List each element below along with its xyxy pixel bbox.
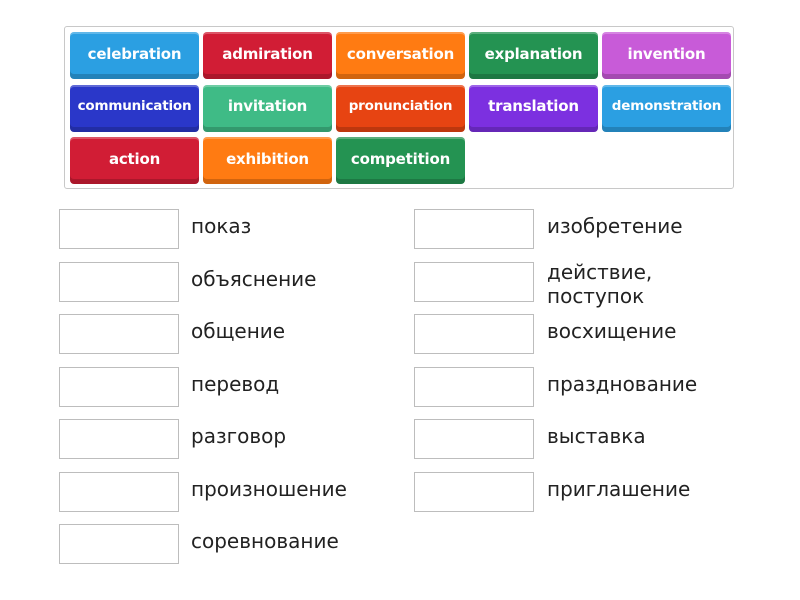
definition-label: разговор <box>191 424 287 448</box>
drop-slot[interactable] <box>414 366 534 407</box>
definition-label: общение <box>191 319 286 343</box>
word-tile-admiration[interactable]: admiration <box>203 32 332 79</box>
word-tile-conversation[interactable]: conversation <box>336 32 465 79</box>
drop-slot[interactable] <box>59 471 179 512</box>
drop-slot[interactable] <box>414 314 534 354</box>
definition-label: восхищение <box>547 319 677 343</box>
word-tile-demonstration[interactable]: demonstration <box>602 84 731 132</box>
definition-label: выставка <box>547 424 646 448</box>
drop-slot[interactable] <box>59 314 179 354</box>
drop-slot[interactable] <box>414 471 534 512</box>
definition-label: произношение <box>191 476 347 501</box>
word-tile-celebration[interactable]: celebration <box>70 32 199 79</box>
word-tile-translation[interactable]: translation <box>469 84 598 132</box>
word-tile-pronunciation[interactable]: pronunciation <box>336 84 465 132</box>
definition-label: действие, поступок <box>547 259 653 308</box>
drop-slot[interactable] <box>414 261 534 302</box>
word-tile-explanation[interactable]: explanation <box>469 32 598 79</box>
word-tile-action[interactable]: action <box>70 137 199 184</box>
definition-label: празднование <box>547 371 698 396</box>
drop-slot[interactable] <box>59 209 179 249</box>
definition-label: приглашение <box>547 476 691 501</box>
definition-label: перевод <box>191 371 280 396</box>
word-tile-communication[interactable]: communication <box>70 84 199 132</box>
drop-slot[interactable] <box>414 209 534 249</box>
word-tile-invitation[interactable]: invitation <box>203 84 332 132</box>
definition-label: показ <box>191 214 252 238</box>
word-tile-exhibition[interactable]: exhibition <box>203 137 332 184</box>
definition-label: объяснение <box>191 266 317 291</box>
word-tile-competition[interactable]: competition <box>336 137 465 184</box>
drop-slot[interactable] <box>414 419 534 459</box>
drop-slot[interactable] <box>59 366 179 407</box>
word-bank <box>64 26 734 189</box>
definition-label: соревнование <box>191 529 339 553</box>
drop-slot[interactable] <box>59 524 179 564</box>
word-tile-invention[interactable]: invention <box>602 32 731 79</box>
drop-slot[interactable] <box>59 261 179 302</box>
definition-label: изобретение <box>547 214 683 238</box>
drop-slot[interactable] <box>59 419 179 459</box>
